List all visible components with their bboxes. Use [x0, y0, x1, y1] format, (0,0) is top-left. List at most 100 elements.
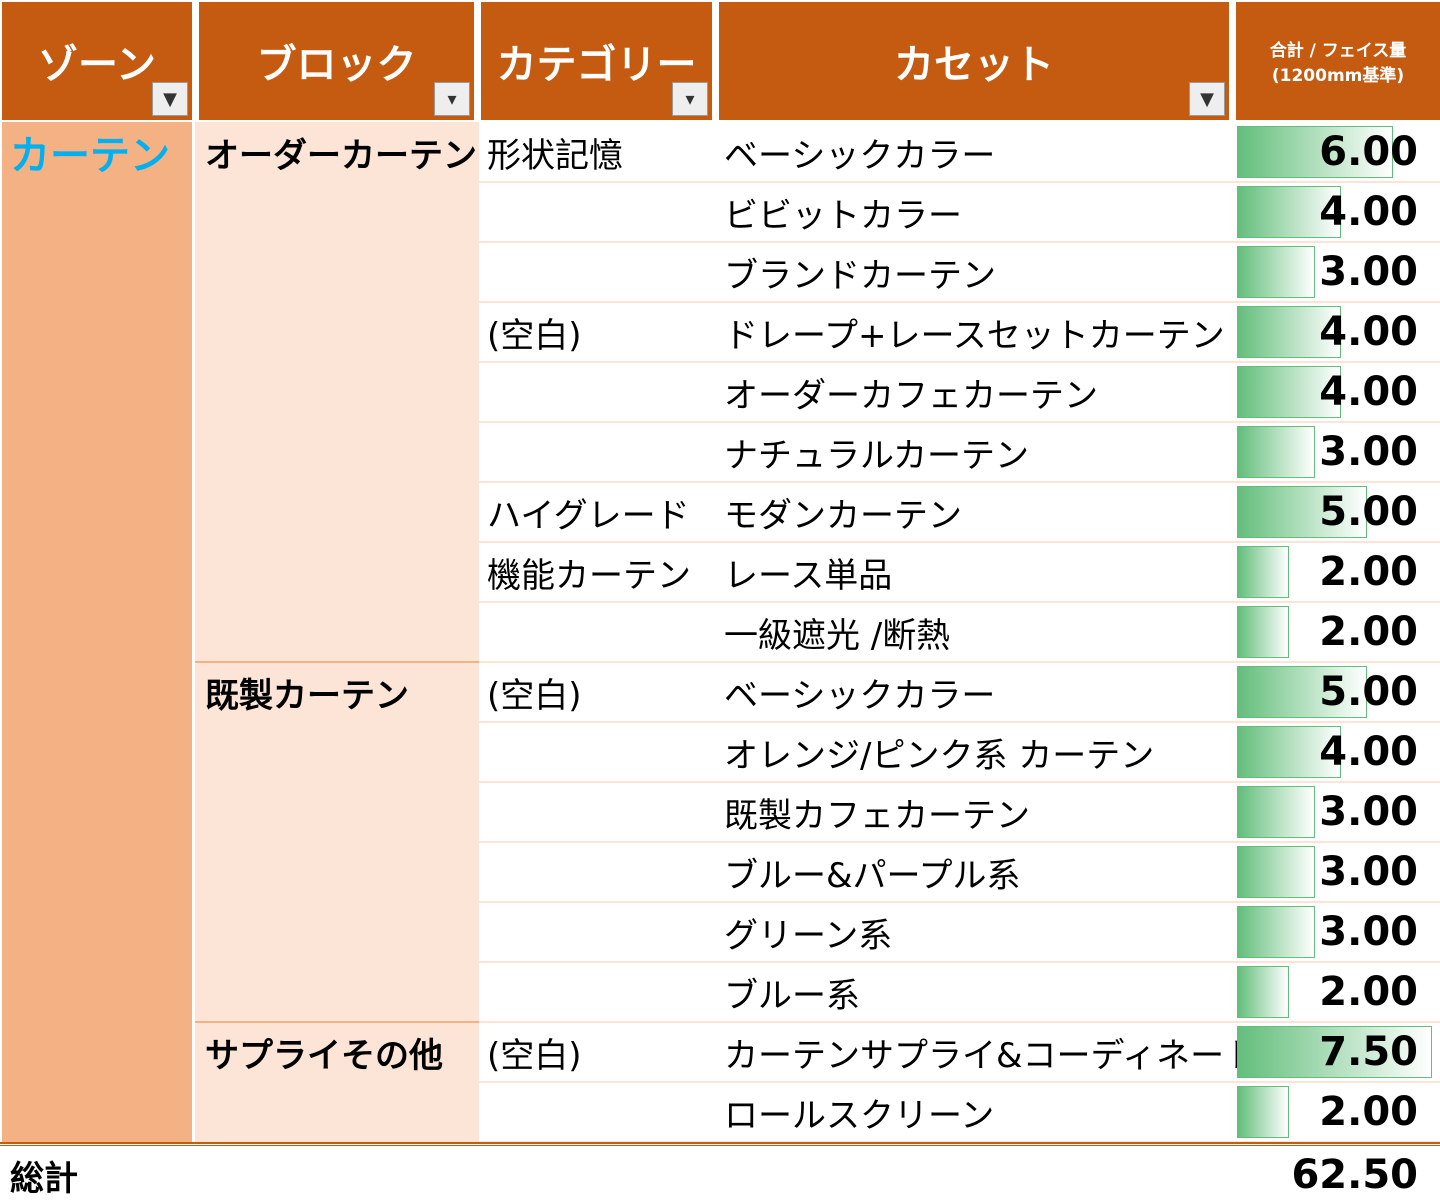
block-divider	[195, 661, 479, 663]
row-divider	[479, 721, 1440, 723]
total-value: 62.50	[1291, 1152, 1418, 1198]
cassette-label: オレンジ/ピンク系 カーテン	[724, 735, 1155, 776]
data-bar	[1237, 1086, 1289, 1138]
value-label: 4.00	[1319, 369, 1418, 415]
header-text: 合計 / フェイス量	[1269, 41, 1407, 61]
value-label: 7.50	[1319, 1029, 1418, 1075]
data-bar	[1237, 846, 1315, 898]
value-label: 4.00	[1319, 309, 1418, 355]
data-bar	[1237, 1026, 1432, 1078]
row-divider	[479, 961, 1440, 963]
block-divider	[195, 1021, 479, 1023]
cassette-label: ブルー&パープル系	[724, 855, 1021, 896]
zone-label: カーテン	[10, 133, 170, 179]
cassette-label: ブルー系	[724, 975, 860, 1016]
row-divider	[479, 901, 1440, 903]
cassette-label: オーダーカフェカーテン	[724, 375, 1098, 416]
value-label: 3.00	[1319, 909, 1418, 955]
cassette-label: 既製カフェカーテン	[724, 795, 1030, 836]
cassette-label: ナチュラルカーテン	[724, 435, 1029, 476]
value-label: 3.00	[1319, 249, 1418, 295]
cassette-label: モダンカーテン	[724, 495, 962, 536]
value-label: 5.00	[1319, 669, 1418, 715]
cassette-label: ベーシックカラー	[724, 135, 996, 176]
data-bar	[1237, 966, 1289, 1018]
data-bar	[1237, 606, 1289, 658]
data-bar	[1237, 426, 1315, 478]
value-label: 4.00	[1319, 729, 1418, 775]
block-column	[195, 122, 479, 1142]
value-label: 3.00	[1319, 429, 1418, 475]
value-label: 3.00	[1319, 789, 1418, 835]
value-label: 3.00	[1319, 849, 1418, 895]
category-label: (空白)	[487, 315, 582, 356]
cassette-label: ビビットカラー	[724, 195, 962, 236]
filter-button[interactable]: ▼	[1189, 82, 1225, 116]
header-text: ブロック	[256, 42, 417, 88]
data-bar	[1237, 546, 1289, 598]
cassette-label: ドレープ+レースセットカーテン	[724, 315, 1225, 356]
value-label: 6.00	[1319, 129, 1418, 175]
row-divider	[479, 421, 1440, 423]
block-label: サプライその他	[205, 1035, 443, 1076]
row-divider	[479, 661, 1440, 663]
cassette-label: ブランドカーテン	[724, 255, 996, 296]
total-label: 総計	[10, 1158, 78, 1199]
zone-column	[2, 122, 192, 1142]
row-divider	[479, 481, 1440, 483]
row-divider	[479, 241, 1440, 243]
data-bar	[1237, 126, 1393, 178]
zone-header: ゾーン ▼	[2, 2, 192, 120]
cassette-label: グリーン系	[724, 915, 893, 956]
data-bar	[1237, 906, 1315, 958]
row-divider	[479, 1021, 1440, 1023]
value-label: 2.00	[1319, 969, 1418, 1015]
value-label: 2.00	[1319, 609, 1418, 655]
data-bar	[1237, 246, 1315, 298]
cassette-label: ロールスクリーン	[724, 1095, 995, 1136]
header-text: ゾーン	[38, 42, 156, 88]
category-label: (空白)	[487, 1035, 582, 1076]
row-divider	[479, 181, 1440, 183]
data-bar	[1237, 306, 1341, 358]
header-text: カセット	[894, 42, 1054, 88]
filter-button[interactable]: ▾	[672, 82, 708, 116]
category-header: カテゴリー ▾	[481, 2, 712, 120]
category-label: (空白)	[487, 675, 582, 716]
row-divider	[479, 781, 1440, 783]
value-label: 2.00	[1319, 549, 1418, 595]
row-divider	[479, 1081, 1440, 1083]
cassette-label: 一級遮光 /断熱	[724, 615, 951, 656]
block-label: 既製カーテン	[205, 675, 409, 716]
row-divider	[479, 841, 1440, 843]
block-header: ブロック ▾	[199, 2, 474, 120]
data-bar	[1237, 786, 1315, 838]
cassette-label: カーテンサプライ&コーディネート	[724, 1035, 1259, 1076]
header-text: (1200mm基準)	[1271, 66, 1405, 86]
category-label: 形状記憶	[487, 135, 623, 176]
data-bar	[1237, 486, 1367, 538]
value-header: 合計 / フェイス量 (1200mm基準)	[1236, 2, 1440, 120]
data-bar	[1237, 366, 1341, 418]
data-bar	[1237, 666, 1367, 718]
category-label: 機能カーテン	[487, 555, 691, 596]
row-divider	[479, 541, 1440, 543]
row-divider	[479, 301, 1440, 303]
category-label: ハイグレード	[487, 495, 690, 536]
row-divider	[479, 601, 1440, 603]
data-bar	[1237, 726, 1341, 778]
value-label: 2.00	[1319, 1089, 1418, 1135]
value-label: 5.00	[1319, 489, 1418, 535]
filter-button[interactable]: ▾	[434, 82, 470, 116]
data-bar	[1237, 186, 1341, 238]
block-label: オーダーカーテン	[205, 135, 477, 176]
cassette-label: ベーシックカラー	[724, 675, 996, 716]
total-divider	[0, 1142, 1440, 1146]
filter-button[interactable]: ▼	[152, 82, 188, 116]
value-label: 4.00	[1319, 189, 1418, 235]
row-divider	[479, 361, 1440, 363]
header-text: カテゴリー	[496, 42, 697, 88]
cassette-header: カセット ▼	[719, 2, 1229, 120]
cassette-label: レース単品	[724, 555, 893, 596]
